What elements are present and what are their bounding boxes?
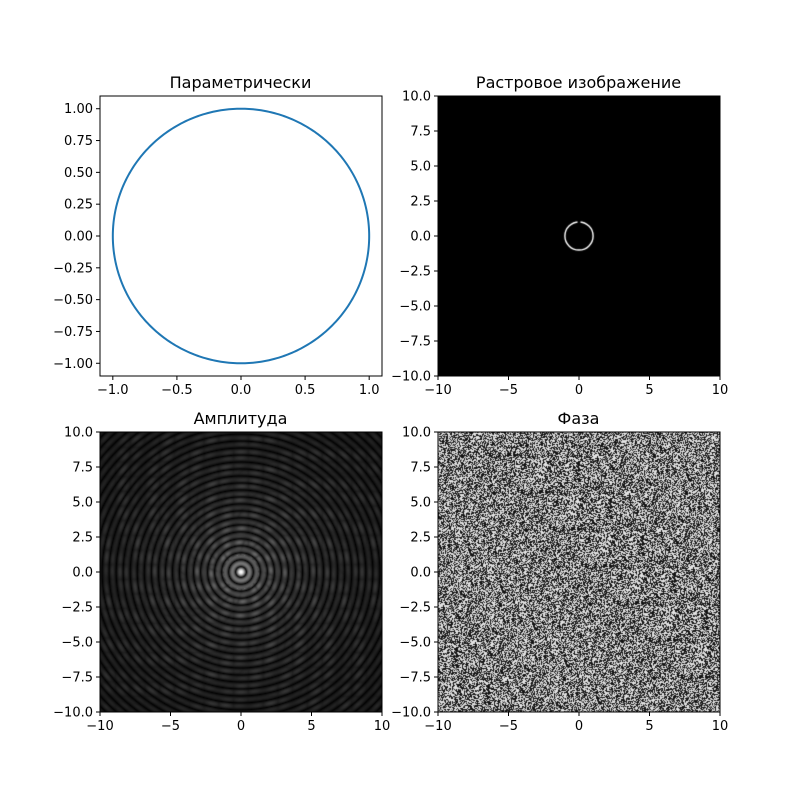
phase-ytick-label: −5.0 bbox=[399, 636, 431, 651]
raster-xtick-label: −10 bbox=[424, 383, 451, 398]
raster-ytick-label: 10.0 bbox=[402, 90, 431, 105]
parametric-ytick-label: 0.50 bbox=[64, 166, 93, 181]
phase-ytick-label: −10.0 bbox=[391, 706, 431, 721]
raster-xtick-label: 5 bbox=[645, 383, 653, 398]
amplitude-ytick-label: 10.0 bbox=[64, 426, 93, 441]
amplitude-xtick-label: 0 bbox=[237, 719, 245, 734]
raster-xtick-label: 10 bbox=[712, 383, 729, 398]
parametric-title: Параметрически bbox=[170, 73, 312, 92]
raster-xtick-label: −5 bbox=[499, 383, 518, 398]
parametric-ytick-label: 1.00 bbox=[64, 102, 93, 117]
amplitude-ytick-label: −10.0 bbox=[53, 706, 93, 721]
phase-ticks: −10 −5 0 5 10 10.0 7.5 5.0 2.5 0.0 −2.5 −5.0 −7.5 −10… bbox=[391, 426, 728, 735]
phase-xtick-label: −5 bbox=[499, 719, 518, 734]
phase-image bbox=[438, 432, 720, 712]
panel-phase: Фаза −10 −5 0 5 10 10.0 7.5 5.0 2.5 0.0 −2.5 −5.0 −7… bbox=[391, 409, 728, 734]
raster-ytick-label: −10.0 bbox=[391, 370, 431, 385]
phase-xtick-label: −10 bbox=[424, 719, 451, 734]
parametric-ytick-label: 0.75 bbox=[64, 134, 93, 149]
parametric-plot-area bbox=[111, 107, 371, 365]
phase-xtick-label: 10 bbox=[712, 719, 729, 734]
amplitude-image bbox=[100, 432, 382, 712]
amplitude-ytick-label: 5.0 bbox=[72, 496, 93, 511]
raster-frame bbox=[437, 95, 721, 377]
phase-ytick-label: 10.0 bbox=[402, 426, 431, 441]
raster-title: Растровое изображение bbox=[476, 73, 681, 92]
amplitude-xtick-label: −5 bbox=[161, 719, 180, 734]
amplitude-frame bbox=[99, 431, 383, 713]
phase-ytick-label: −7.5 bbox=[399, 671, 431, 686]
phase-frame bbox=[437, 431, 721, 713]
parametric-ytick-label: −0.50 bbox=[53, 293, 93, 308]
phase-ytick-label: 5.0 bbox=[410, 496, 431, 511]
raster-ytick-label: 5.0 bbox=[410, 160, 431, 175]
parametric-xtick-label: −0.5 bbox=[161, 383, 193, 398]
phase-ytick-label: 0.0 bbox=[410, 566, 431, 581]
phase-ytick-label: 2.5 bbox=[410, 531, 431, 546]
parametric-ticks: −1.0 −0.5 0.0 0.5 1.0 1.00 0.75 0.50 0.25 0.00 −0.… bbox=[53, 102, 379, 398]
amplitude-ytick-label: 0.0 bbox=[72, 566, 93, 581]
amplitude-title: Амплитуда bbox=[194, 409, 288, 428]
panel-amplitude: Амплитуда −10 −5 0 5 1010.07.55.02.50.0−2.5−… bbox=[53, 409, 390, 734]
panel-raster: Растровое изображение −10 −5 0 5 10 10.0 7.5 5.… bbox=[391, 73, 728, 398]
parametric-ytick-label: −0.25 bbox=[53, 261, 93, 276]
parametric-circle-line bbox=[111, 107, 371, 365]
amplitude-xtick-label: −10 bbox=[86, 719, 113, 734]
phase-xtick-label: 5 bbox=[645, 719, 653, 734]
parametric-ytick-label: −1.00 bbox=[53, 357, 93, 372]
raster-ytick-label: 2.5 bbox=[410, 195, 431, 210]
amplitude-xtick-label: 5 bbox=[307, 719, 315, 734]
raster-image bbox=[438, 96, 720, 376]
parametric-ytick-label: −0.75 bbox=[53, 325, 93, 340]
raster-xtick-label: 0 bbox=[575, 383, 583, 398]
phase-xtick-label: 0 bbox=[575, 719, 583, 734]
amplitude-xtick-label: 10 bbox=[374, 719, 391, 734]
parametric-ytick-label: 0.00 bbox=[64, 230, 93, 245]
raster-ytick-label: −7.5 bbox=[399, 335, 431, 350]
raster-ytick-label: −2.5 bbox=[399, 265, 431, 280]
raster-ytick-label: 0.0 bbox=[410, 230, 431, 245]
parametric-xtick-label: −1.0 bbox=[97, 383, 129, 398]
phase-title: Фаза bbox=[558, 409, 600, 428]
raster-ticks: −10 −5 0 5 10 10.0 7.5 5.0 2.5 0.0 −2.5 −5.0 −7.5 −10… bbox=[391, 90, 728, 399]
amplitude-ytick-label: −7.5 bbox=[61, 671, 93, 686]
parametric-frame bbox=[99, 95, 383, 377]
phase-ytick-label: −2.5 bbox=[399, 601, 431, 616]
amplitude-ytick-label: −5.0 bbox=[61, 636, 93, 651]
parametric-ytick-label: 0.25 bbox=[64, 198, 93, 213]
parametric-xtick-label: 1.0 bbox=[359, 383, 380, 398]
parametric-xtick-label: 0.5 bbox=[295, 383, 316, 398]
amplitude-ytick-label: −2.5 bbox=[61, 601, 93, 616]
amplitude-ticks: −10 −5 0 5 10 10.0 7.5 5.0 2.5 0.0 −2.5 −5.0 −7.5 −10… bbox=[53, 426, 390, 735]
panel-parametric: Параметрически −1.0 −0.5 0.0 0.5 1.0 1.00 0.75… bbox=[53, 73, 383, 398]
raster-ytick-label: −5.0 bbox=[399, 300, 431, 315]
raster-ytick-label: 7.5 bbox=[410, 125, 431, 140]
parametric-xtick-label: 0.0 bbox=[231, 383, 252, 398]
amplitude-ytick-label: 2.5 bbox=[72, 531, 93, 546]
amplitude-ytick-label: 7.5 bbox=[72, 461, 93, 476]
phase-ytick-label: 7.5 bbox=[410, 461, 431, 476]
